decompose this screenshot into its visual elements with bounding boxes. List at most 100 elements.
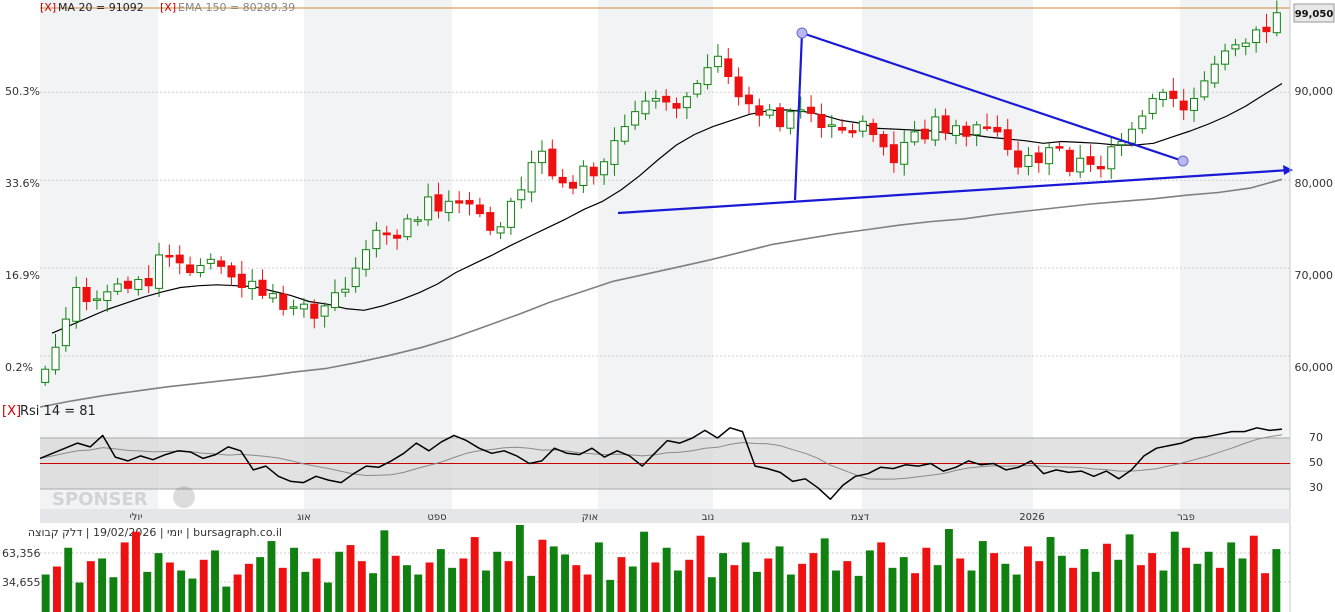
candle-down (838, 126, 847, 131)
month-label: יולי (130, 512, 143, 523)
candle-down (434, 194, 443, 212)
vertical-trendline[interactable] (793, 32, 804, 201)
volume-bar (832, 570, 840, 612)
volume-bar (267, 541, 276, 612)
candle-up (113, 283, 122, 292)
candle-up (1138, 115, 1147, 130)
volume-bar (165, 562, 174, 612)
candle-up (362, 249, 371, 270)
candle-down (755, 105, 764, 116)
volume-bar (369, 573, 378, 612)
candle-down (941, 115, 950, 134)
price-tick: 90,000 (1295, 85, 1334, 98)
candle-up (299, 303, 308, 310)
candle-up (651, 97, 660, 102)
ema-tag[interactable]: [X] (160, 1, 176, 14)
volume-bar (583, 574, 592, 612)
volume-bar (662, 547, 671, 612)
candle-down (1169, 90, 1178, 99)
volume-bar (843, 561, 852, 612)
candle-up (1190, 97, 1199, 111)
trendline-handle[interactable] (796, 27, 808, 39)
candle-down (465, 199, 474, 205)
volume-bar (572, 565, 581, 612)
ma-tag[interactable]: [X] (40, 1, 56, 14)
rsi-signal-path (39, 434, 1283, 480)
candle-down (1065, 149, 1074, 172)
volume-bar (1148, 553, 1157, 612)
volume-bar (741, 542, 750, 612)
candle-up (496, 226, 505, 234)
volume-bar (1080, 549, 1089, 612)
volume-bar (109, 577, 118, 612)
candle-up (1200, 80, 1209, 98)
candle-down (237, 273, 246, 288)
candle-down (455, 200, 464, 204)
sponser-watermark: SPONSER (52, 486, 195, 510)
volume-bar (990, 553, 999, 612)
candle-down (310, 303, 319, 319)
candle-down (724, 58, 733, 77)
candle-up (351, 267, 360, 288)
rsi-tag[interactable]: [X] (2, 404, 21, 419)
trendline-handle[interactable] (1177, 155, 1189, 167)
candle-down (744, 94, 753, 105)
candle-up (620, 126, 629, 142)
volume-bar (1103, 543, 1111, 612)
candle-up (693, 83, 702, 95)
candle-up (951, 125, 960, 136)
volume-bar (436, 549, 445, 612)
candle-down (879, 134, 888, 148)
price-tick: 80,000 (1295, 177, 1334, 190)
month-label: אוק (582, 512, 599, 523)
source-caption: יומי | 19/02/2026 | דלק קבוצה | bursagra… (28, 526, 282, 539)
volume-bar (357, 561, 366, 612)
candle-up (1231, 44, 1240, 50)
upper-trendline[interactable] (801, 31, 1184, 163)
volume-bar (1035, 561, 1044, 612)
month-band (1180, 0, 1290, 509)
ema150-line (39, 178, 1283, 408)
volume-bar (594, 542, 603, 612)
volume-bar (132, 531, 140, 612)
month-label: פבר (1177, 512, 1195, 523)
candle-down (548, 148, 557, 177)
volume-bar (606, 579, 615, 612)
volume-bar (278, 567, 287, 612)
volume-bar (1024, 546, 1032, 612)
volume-bar (199, 559, 208, 612)
volume-bar (75, 582, 84, 612)
volume-bar (1204, 551, 1213, 612)
last-price-badge (1293, 3, 1335, 23)
candle-down (258, 279, 267, 296)
volume-bar (1069, 567, 1078, 612)
rsi-path (39, 427, 1283, 500)
candle-up (900, 141, 909, 165)
candle-up (413, 219, 422, 222)
candle-down (82, 286, 91, 303)
lower-trendline[interactable] (617, 168, 1291, 215)
candle-up (196, 264, 205, 274)
volume-bar (312, 558, 321, 612)
candle-up (1241, 42, 1250, 47)
volume-bar (323, 582, 332, 612)
price-tick: 70,000 (1295, 269, 1334, 282)
volume-bars (41, 525, 1281, 612)
volume-bar (707, 577, 716, 612)
candle-down (1262, 26, 1271, 33)
volume-bar (877, 542, 886, 612)
last-price-label: 99,050 (1295, 9, 1334, 20)
candle-up (72, 286, 81, 322)
volume-bar (504, 561, 513, 612)
rsi-line (39, 427, 1283, 500)
volume-bar (493, 551, 502, 612)
candle-down (672, 103, 681, 109)
candle-up (51, 346, 60, 371)
candle-up (1076, 157, 1085, 173)
candle-down (1055, 146, 1064, 149)
candle-up (103, 291, 112, 301)
candle-up (579, 165, 588, 186)
watermark-text: SPONSER (52, 489, 148, 510)
candle-up (527, 162, 536, 193)
candle-up (1127, 128, 1136, 144)
